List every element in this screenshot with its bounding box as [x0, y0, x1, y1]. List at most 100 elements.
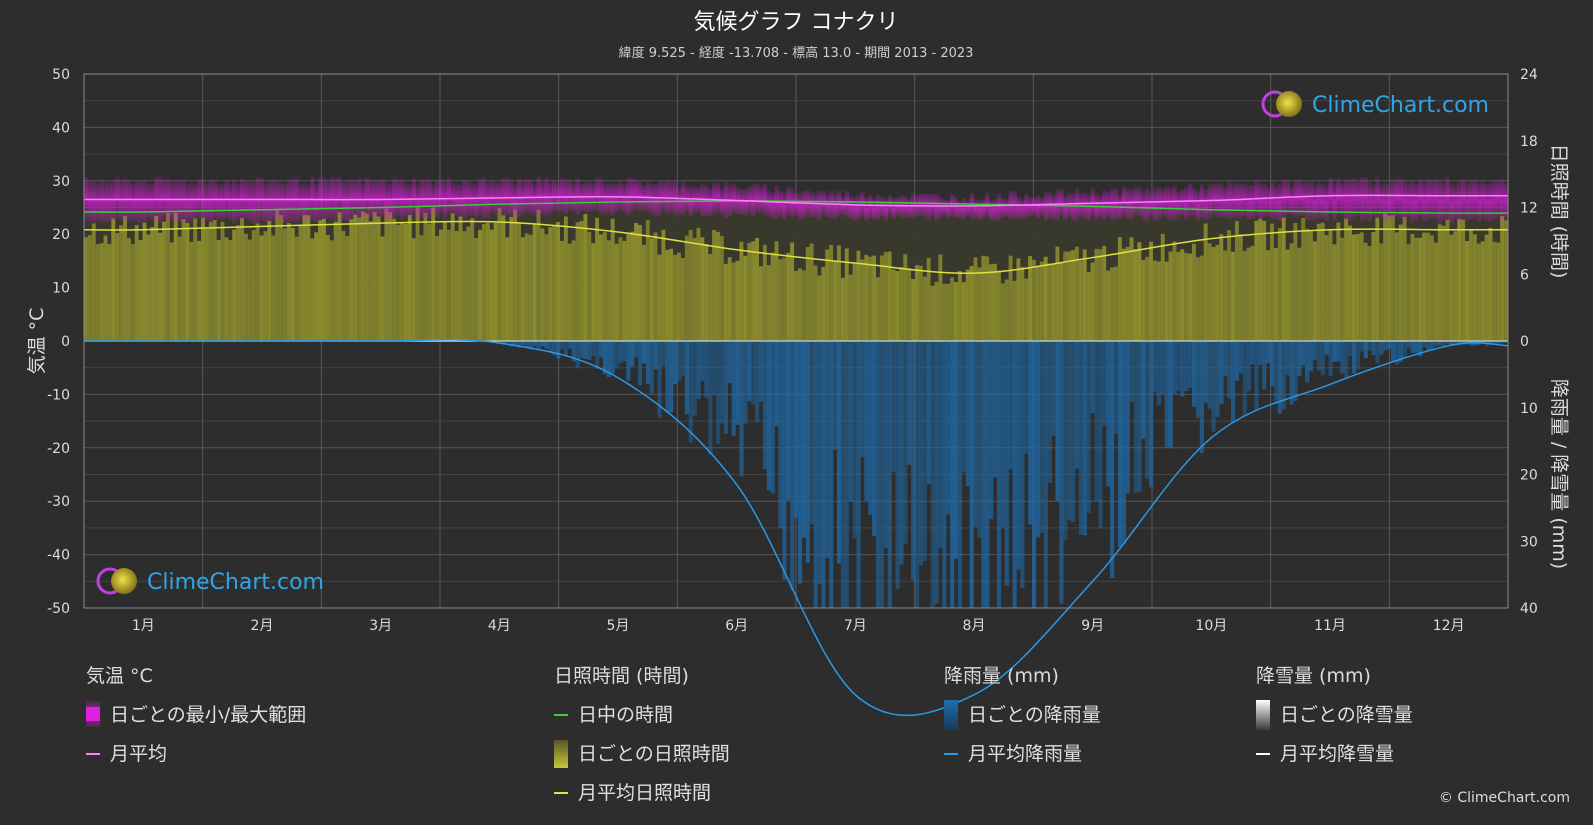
daily-sunshine-bar	[271, 235, 276, 341]
temp-range-bar	[1086, 194, 1091, 222]
daily-sunshine-bar	[1160, 233, 1165, 341]
temp-range-bar	[1457, 180, 1462, 224]
daily-rain-bar	[809, 341, 814, 525]
daily-rain-bar	[1133, 341, 1138, 494]
logo-top-right: ClimeChart.com	[1261, 90, 1489, 118]
temp-range-bar	[860, 191, 865, 217]
temp-range-bar	[142, 180, 147, 223]
temp-range-bar	[150, 184, 155, 221]
daily-sunshine-bar	[1375, 217, 1380, 341]
temp-range-bar	[1004, 199, 1009, 217]
daily-rain-bar	[610, 341, 615, 374]
temp-range-bar	[903, 195, 908, 218]
left-tick-label: 0	[61, 334, 70, 350]
daily-sunshine-bar	[696, 228, 701, 341]
daily-sunshine-bar	[907, 268, 912, 341]
daily-sunshine-bar	[1340, 237, 1345, 341]
legend-temperature: 気温 °C 日ごとの最小/最大範囲 月平均	[86, 665, 306, 765]
daily-sunshine-bar	[1168, 251, 1173, 341]
daily-sunshine-bar	[1141, 259, 1146, 341]
temp-range-bar	[1152, 188, 1158, 221]
daily-sunshine-bar	[115, 232, 120, 341]
daily-sunshine-bar	[275, 210, 280, 341]
legend-daily-snow-swatch	[1256, 700, 1270, 730]
temp-range-bar	[111, 180, 116, 222]
temp-range-bar	[263, 183, 268, 223]
daily-sunshine-bar	[415, 206, 420, 341]
left-tick-label: 40	[52, 120, 70, 136]
temp-range-bar	[392, 177, 397, 219]
temp-range-bar	[688, 186, 693, 218]
daily-rain-bar	[1254, 341, 1259, 410]
month-tick-label: 5月	[607, 618, 630, 634]
daily-rain-bar	[1067, 341, 1072, 521]
daily-sunshine-bar	[1273, 248, 1279, 341]
daily-sunshine-bar	[236, 225, 241, 341]
daily-rain-bar	[852, 341, 857, 539]
daily-sunshine-bar	[1227, 230, 1232, 341]
daily-rain-bar	[474, 341, 479, 343]
temp-range-bar	[938, 196, 943, 218]
daily-rain-bar	[575, 341, 580, 369]
daily-sunshine-bar	[1098, 249, 1103, 341]
daily-sunshine-bar	[723, 263, 729, 341]
daily-sunshine-bar	[1016, 258, 1021, 341]
daily-sunshine-bar	[126, 238, 132, 341]
daily-sunshine-bar	[1348, 225, 1353, 341]
daily-sunshine-bar	[1191, 243, 1197, 341]
daily-sunshine-bar	[255, 223, 260, 341]
daily-rain-bar	[692, 341, 697, 416]
daily-sunshine-bar	[1028, 256, 1033, 341]
daily-rain-bar	[1457, 341, 1462, 344]
daily-rain-bar	[1004, 341, 1009, 586]
daily-rain-bar	[833, 341, 838, 450]
daily-sunshine-bar	[349, 219, 354, 341]
temp-range-bar	[1375, 177, 1380, 220]
daily-rain-bar	[1379, 341, 1384, 355]
daily-sunshine-bar	[306, 215, 311, 341]
daily-sunshine-bar	[977, 267, 982, 341]
daily-rain-bar	[649, 341, 654, 394]
daily-rain-bar	[1051, 341, 1056, 437]
daily-rain-bar	[903, 341, 908, 544]
daily-sunshine-bar	[501, 215, 506, 341]
daily-sunshine-bar	[887, 251, 892, 341]
daily-sunshine-bar	[1359, 232, 1364, 341]
daily-sunshine-bar	[879, 255, 885, 341]
daily-sunshine-bar	[357, 217, 362, 341]
temp-range-bar	[520, 181, 526, 215]
temp-range-bar	[1429, 180, 1435, 219]
daily-rain-bar	[1441, 341, 1446, 348]
daily-rain-bar	[673, 341, 678, 385]
temp-range-bar	[840, 196, 846, 215]
daily-rain-bar	[844, 341, 849, 608]
daily-sunshine-bar	[1071, 250, 1076, 341]
daylight-bar	[848, 201, 853, 341]
daily-sunshine-bar	[645, 220, 650, 341]
daily-rain-bar	[1000, 341, 1006, 529]
temp-range-bar	[743, 188, 748, 217]
temp-range-bar	[1191, 187, 1197, 217]
daily-sunshine-bar	[1363, 242, 1368, 341]
daily-sunshine-bar	[1320, 222, 1325, 341]
temperature-mean-line	[83, 194, 1508, 207]
daily-sunshine-bar	[606, 240, 611, 341]
daily-rain-bar	[1032, 341, 1037, 608]
temp-range-bar	[275, 181, 280, 221]
temp-range-bar	[813, 192, 818, 218]
daily-sunshine-bar	[626, 234, 631, 341]
temp-range-bar	[996, 193, 1002, 221]
daily-sunshine-bar	[111, 218, 116, 341]
temp-range-bar	[977, 200, 982, 221]
temp-range-bar	[1195, 190, 1201, 220]
daily-sunshine-bar	[1145, 256, 1150, 341]
daily-rain-bar	[954, 341, 959, 559]
daily-rain-bar	[556, 341, 561, 359]
daily-sunshine-bar	[400, 223, 405, 341]
daily-rain-bar	[630, 341, 635, 367]
daily-rain-bar	[993, 341, 998, 478]
daily-sunshine-bar	[567, 243, 572, 341]
temp-range-bar	[1141, 191, 1146, 221]
daily-sunshine-bar	[1390, 215, 1396, 341]
daily-sunshine-bar	[154, 215, 159, 341]
